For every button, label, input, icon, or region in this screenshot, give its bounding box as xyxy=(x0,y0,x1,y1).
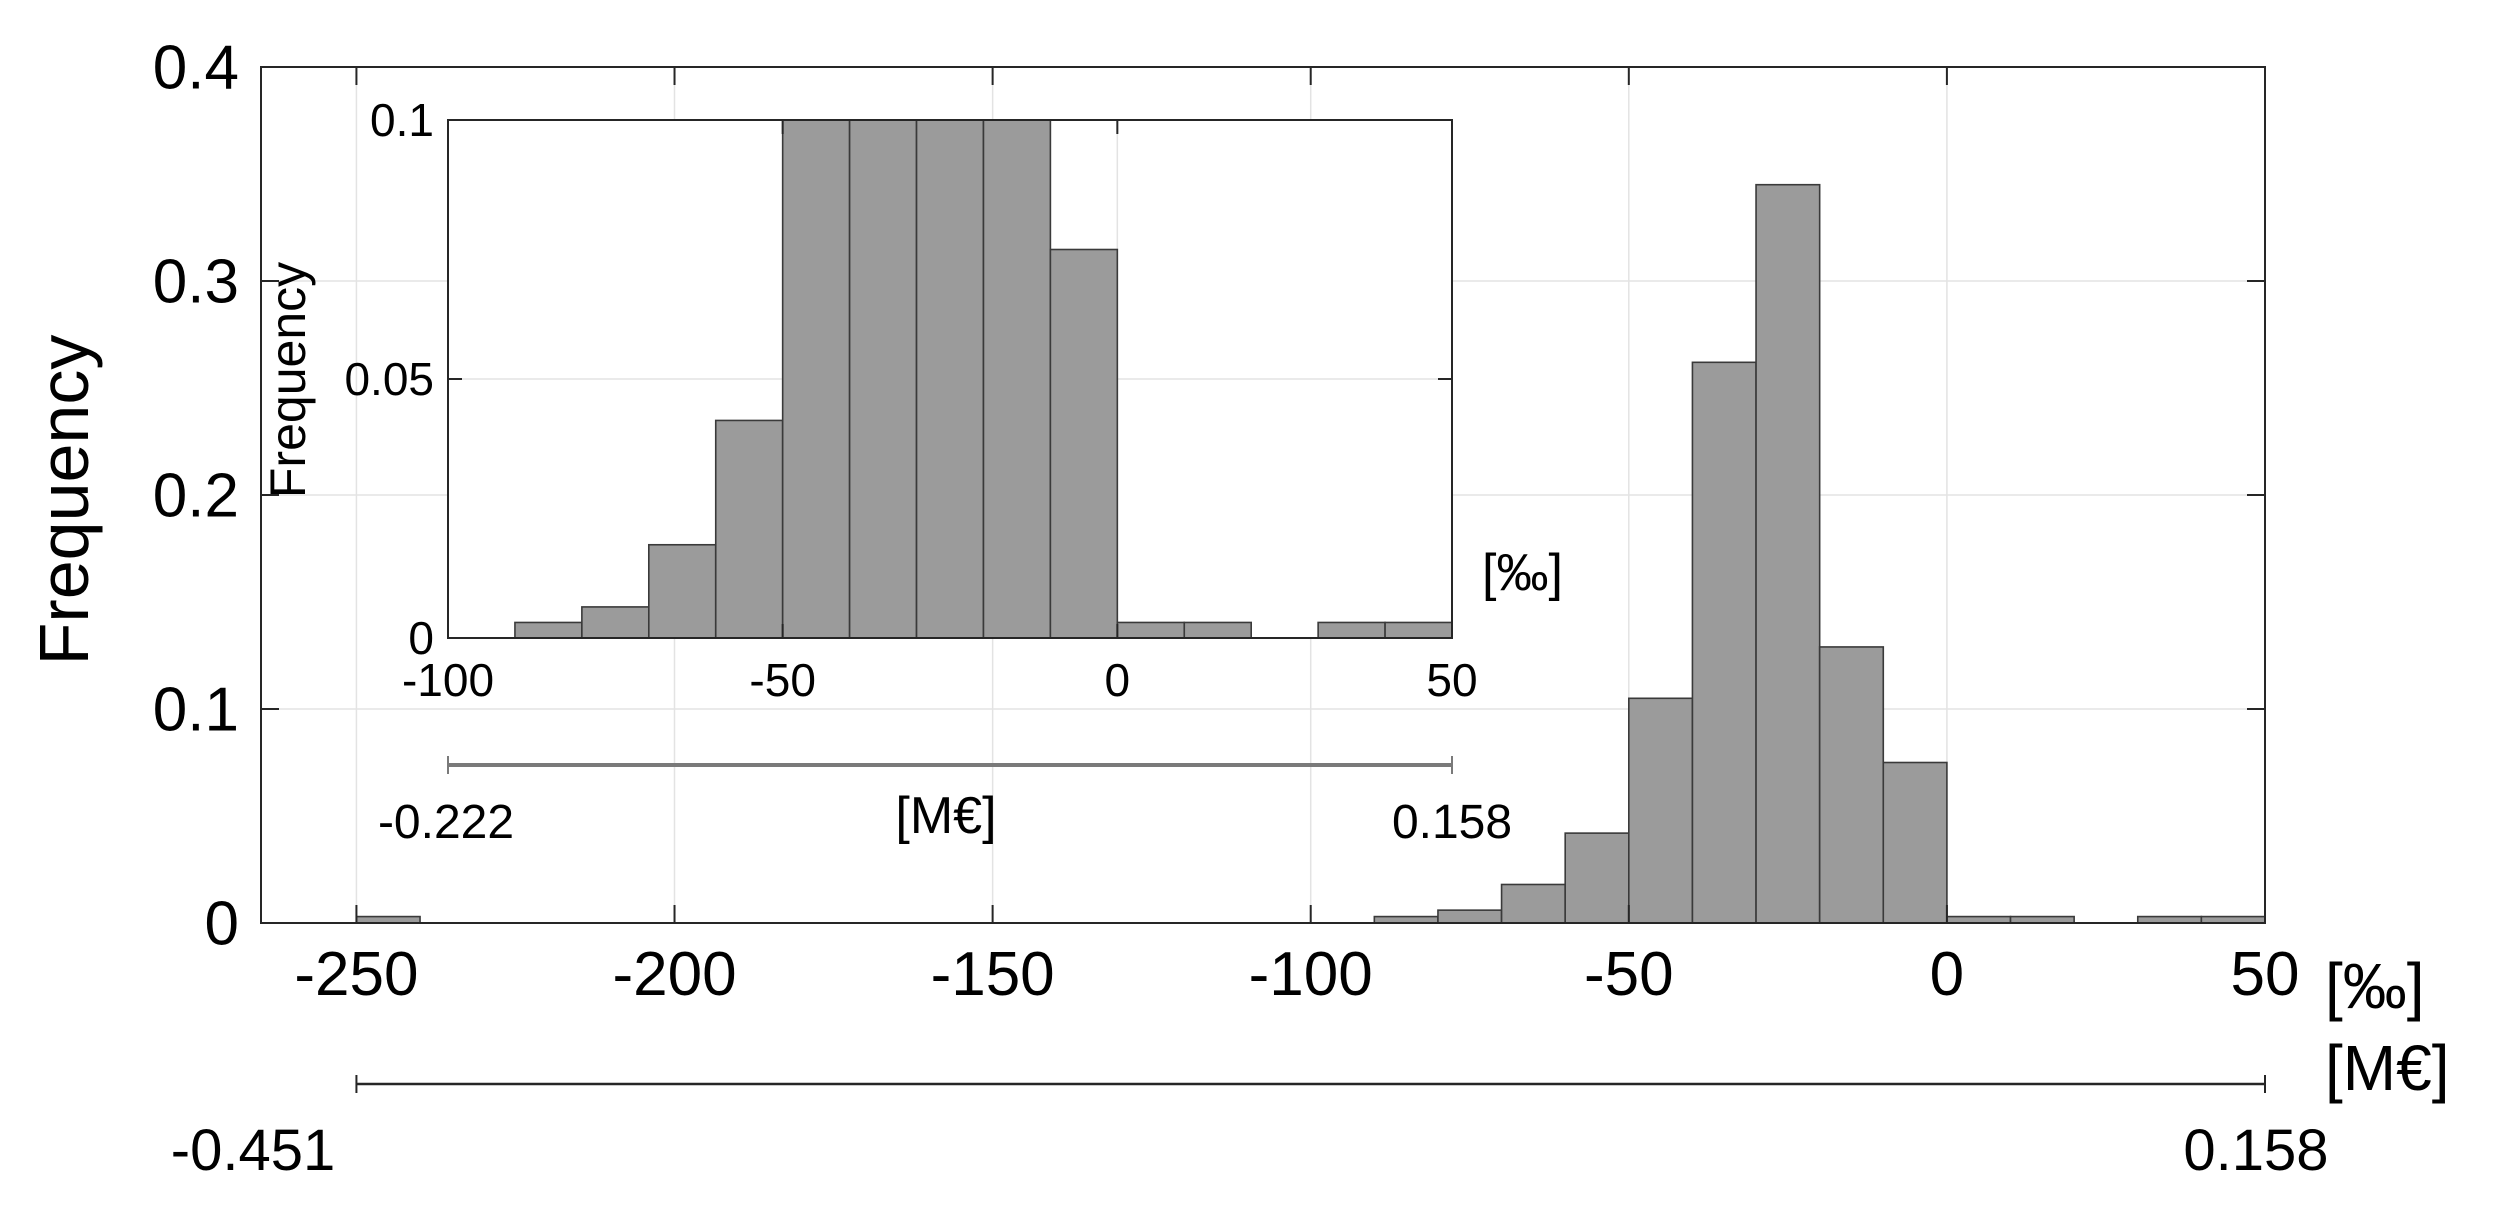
inset-x-tick-label-0: -100 xyxy=(402,654,494,706)
main-money-max-label: 0.158 xyxy=(2183,1118,2328,1183)
inset-y-tick-label-2: 0.1 xyxy=(370,94,434,146)
inset-money-min-label: -0.222 xyxy=(378,796,514,849)
main-x-tick-label-6: 50 xyxy=(2231,940,2300,1009)
main-y-axis-label: Frequency xyxy=(25,335,103,666)
main-bar-2 xyxy=(1437,909,1503,924)
main-x-axis-label: [‰] xyxy=(2325,950,2425,1022)
inset-x-tick-label-1: -50 xyxy=(749,654,815,706)
inset-x-tick-label-2: 0 xyxy=(1105,654,1131,706)
main-bar-5 xyxy=(1628,697,1694,924)
inset-bar-8 xyxy=(1049,248,1119,639)
main-bar-3 xyxy=(1500,883,1566,924)
inset-bar-9 xyxy=(1116,621,1186,639)
main-x-tick-labels: -250 -200 -150 -100 -50 0 50 xyxy=(294,940,2299,1009)
inset-y-axis-label: Frequency xyxy=(260,262,316,498)
inset-bar-0 xyxy=(514,621,583,639)
inset-x-tick-labels: -100 -50 0 50 xyxy=(402,654,1478,706)
inset-y-tick-label-1: 0.05 xyxy=(344,353,434,405)
inset-x-axis-label: [‰] xyxy=(1482,544,1563,602)
main-money-axis-label: [M€] xyxy=(2325,1032,2449,1104)
inset-money-axis-label: [M€] xyxy=(895,787,996,845)
inset-bar-4 xyxy=(781,119,851,639)
main-x-tick-label-4: -50 xyxy=(1584,940,1674,1009)
inset-money-axis xyxy=(447,756,1453,774)
inset-bar-12 xyxy=(1384,621,1453,639)
inset-bar-1 xyxy=(581,606,650,639)
inset-chart: -100 -50 0 50 0 0.05 0.1 Frequency [‰] [M€] -… xyxy=(260,94,1563,849)
inset-y-tick-labels: 0 0.05 0.1 xyxy=(344,94,434,664)
inset-y-tick-label-0: 0 xyxy=(408,612,434,664)
main-y-tick-label-1: 0.1 xyxy=(153,676,239,745)
main-x-tick-label-2: -150 xyxy=(931,940,1055,1009)
main-bar-4 xyxy=(1564,832,1630,924)
main-ticks xyxy=(261,66,2266,924)
main-y-tick-labels: 0 0.1 0.2 0.3 0.4 xyxy=(153,34,239,959)
inset-bar-10 xyxy=(1183,621,1253,639)
inset-money-max-label: 0.158 xyxy=(1392,796,1512,849)
inset-bar-7 xyxy=(982,119,1052,639)
main-bar-9 xyxy=(1882,761,1948,924)
main-money-axis xyxy=(355,1075,2266,1093)
inset-bar-3 xyxy=(714,419,784,639)
main-x-tick-label-3: -100 xyxy=(1249,940,1373,1009)
inset-bar-2 xyxy=(647,543,717,639)
main-y-tick-label-0: 0 xyxy=(205,890,239,959)
inset-x-tick-label-3: 50 xyxy=(1426,654,1477,706)
inset-ticks xyxy=(447,119,1453,639)
main-money-min-label: -0.451 xyxy=(171,1118,335,1183)
main-x-tick-label-0: -250 xyxy=(294,940,418,1009)
inset-bar-11 xyxy=(1317,621,1386,639)
inset-bar-5 xyxy=(848,119,918,639)
main-bar-7 xyxy=(1755,183,1821,924)
main-bar-6 xyxy=(1691,361,1757,924)
main-y-tick-label-4: 0.4 xyxy=(153,34,239,103)
main-bars xyxy=(355,183,2266,924)
inset-bars xyxy=(514,119,1453,639)
main-x-tick-label-5: 0 xyxy=(1930,940,1964,1009)
inset-bar-6 xyxy=(915,119,985,639)
main-bar-8 xyxy=(1818,646,1885,924)
main-x-tick-label-1: -200 xyxy=(612,940,736,1009)
main-y-tick-label-3: 0.3 xyxy=(153,248,239,317)
main-y-tick-label-2: 0.2 xyxy=(153,462,239,531)
